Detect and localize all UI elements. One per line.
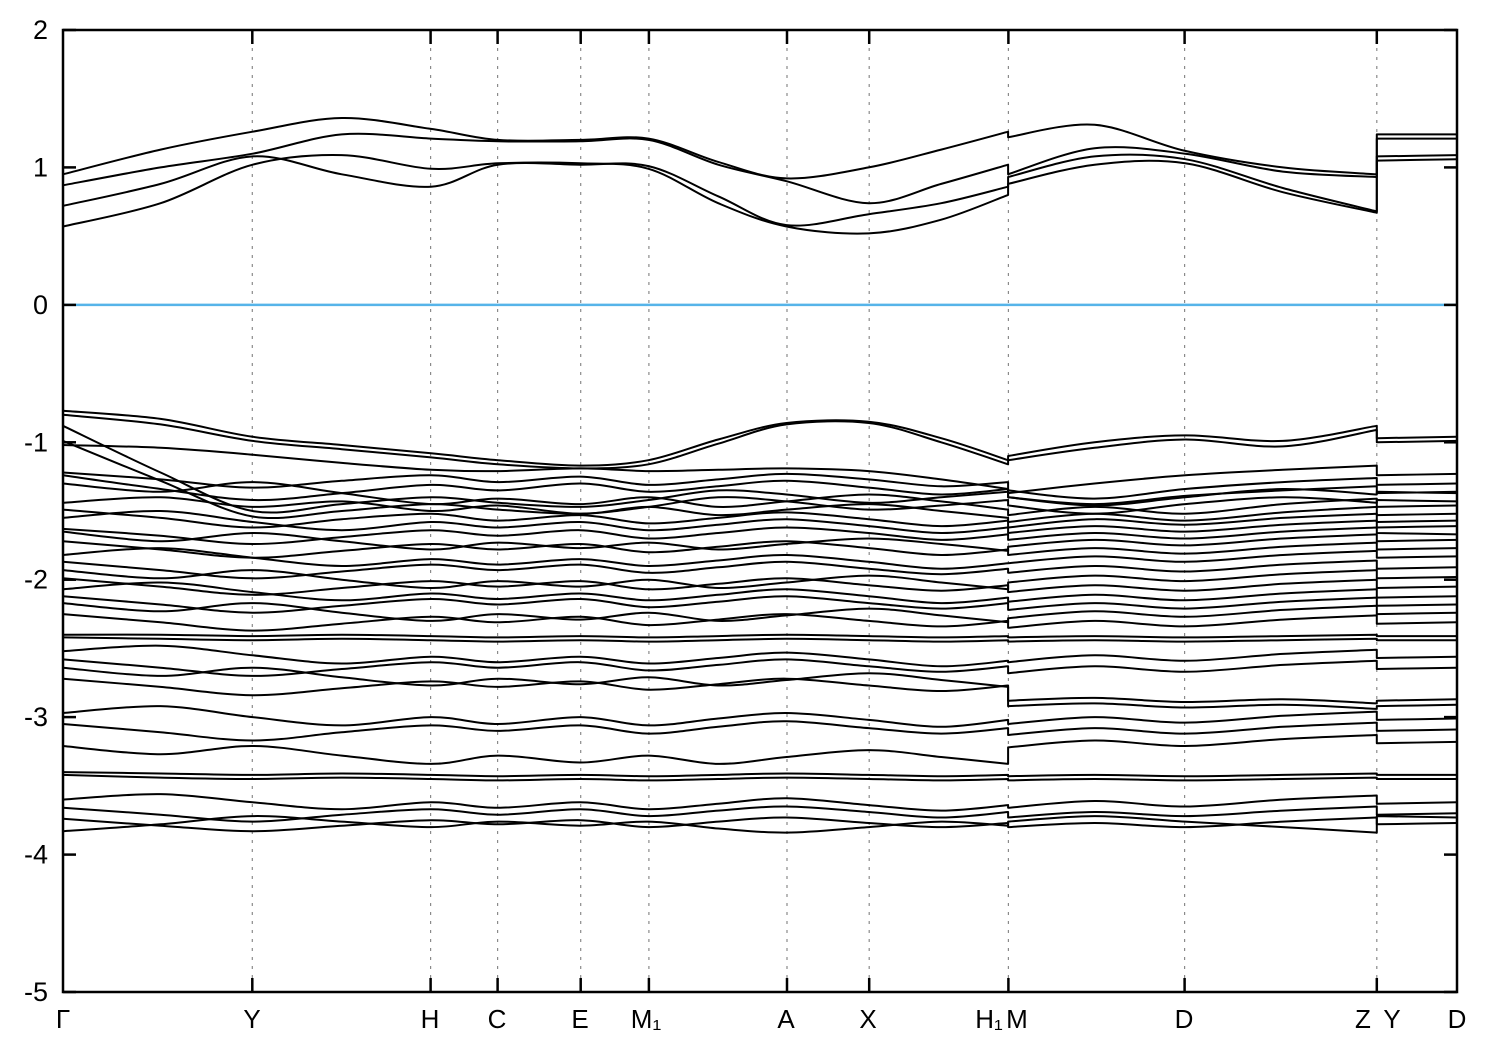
y-tick-label: -4 bbox=[24, 840, 48, 870]
valence-band-curve bbox=[62, 805, 1458, 823]
plot-border-group bbox=[61, 28, 1459, 994]
valence-band-curve bbox=[62, 705, 1458, 728]
conduction-band-curve bbox=[62, 153, 1458, 235]
valence-band-curve bbox=[62, 474, 1458, 506]
y-tick-label: 2 bbox=[33, 15, 48, 45]
x-tick-label: Γ bbox=[56, 1004, 70, 1034]
valence-band-curve bbox=[62, 481, 1458, 517]
y-tick-label: 1 bbox=[33, 152, 48, 182]
x-tick-label: X bbox=[859, 1004, 876, 1034]
valence-band-curve bbox=[62, 644, 1458, 668]
valence-band-curve bbox=[62, 439, 1458, 520]
valence-band-curve bbox=[62, 509, 1458, 535]
valence-band-curve bbox=[62, 816, 1458, 833]
valence-band-curve bbox=[62, 666, 1458, 705]
valence-band-curve bbox=[62, 602, 1458, 624]
conduction-band-curve bbox=[62, 116, 1458, 180]
valence-band-curve bbox=[62, 595, 1458, 614]
x-tick-label: Y bbox=[1383, 1004, 1400, 1034]
x-tick-label: C bbox=[488, 1004, 507, 1034]
valence-band-curve bbox=[62, 815, 1458, 834]
valence-band-curve bbox=[62, 771, 1458, 778]
x-tick-label: D bbox=[1175, 1004, 1194, 1034]
valence-band-curve bbox=[62, 530, 1458, 552]
axis-labels-group: 210-1-2-3-4-5Γ Y H C E M₁ A X H₁ M D Z Y D bbox=[24, 15, 1466, 1034]
valence-band-curve bbox=[62, 444, 1458, 495]
y-tick-label: -5 bbox=[24, 977, 48, 1007]
valence-band-curve bbox=[62, 613, 1458, 632]
y-tick-label: -2 bbox=[24, 565, 48, 595]
valence-band-curve bbox=[62, 547, 1458, 570]
valence-band-curve bbox=[62, 581, 1458, 605]
band-curves-group bbox=[62, 116, 1458, 834]
valence-band-curve bbox=[62, 409, 1458, 467]
y-tick-label: -3 bbox=[24, 702, 48, 732]
valence-band-curve bbox=[62, 658, 1458, 677]
valence-band-curve bbox=[62, 569, 1458, 591]
valence-band-curve bbox=[62, 636, 1458, 643]
conduction-band-curve bbox=[62, 132, 1458, 205]
valence-band-curve bbox=[62, 508, 1458, 529]
valence-band-curve bbox=[62, 540, 1458, 559]
valence-band-curve bbox=[62, 577, 1458, 596]
x-tick-label: M₁ bbox=[631, 1004, 662, 1034]
valence-band-curve bbox=[62, 559, 1458, 580]
y-tick-label: -1 bbox=[24, 427, 48, 457]
valence-band-curve bbox=[62, 793, 1458, 812]
x-tick-label: H bbox=[421, 1004, 440, 1034]
x-tick-label: M bbox=[1006, 1004, 1028, 1034]
valence-band-curve bbox=[62, 496, 1458, 523]
axis-ticks-group bbox=[63, 28, 1457, 994]
valence-band-curve bbox=[62, 773, 1458, 782]
x-tick-label: H₁ bbox=[975, 1004, 1003, 1034]
valence-band-curve bbox=[62, 471, 1458, 500]
valence-band-curve bbox=[62, 720, 1458, 742]
conduction-band-curve bbox=[62, 153, 1458, 227]
plot-border bbox=[61, 28, 1459, 994]
x-tick-label: A bbox=[777, 1004, 795, 1034]
x-tick-label: E bbox=[571, 1004, 588, 1034]
x-tick-label: Y bbox=[243, 1004, 260, 1034]
y-tick-label: 0 bbox=[33, 290, 48, 320]
valence-band-curve bbox=[62, 413, 1458, 470]
valence-band-curve bbox=[62, 633, 1458, 639]
x-tick-label: D bbox=[1448, 1004, 1467, 1034]
valence-band-curve bbox=[62, 677, 1458, 710]
valence-band-curve bbox=[62, 734, 1458, 765]
x-tick-label: Z bbox=[1355, 1004, 1371, 1034]
